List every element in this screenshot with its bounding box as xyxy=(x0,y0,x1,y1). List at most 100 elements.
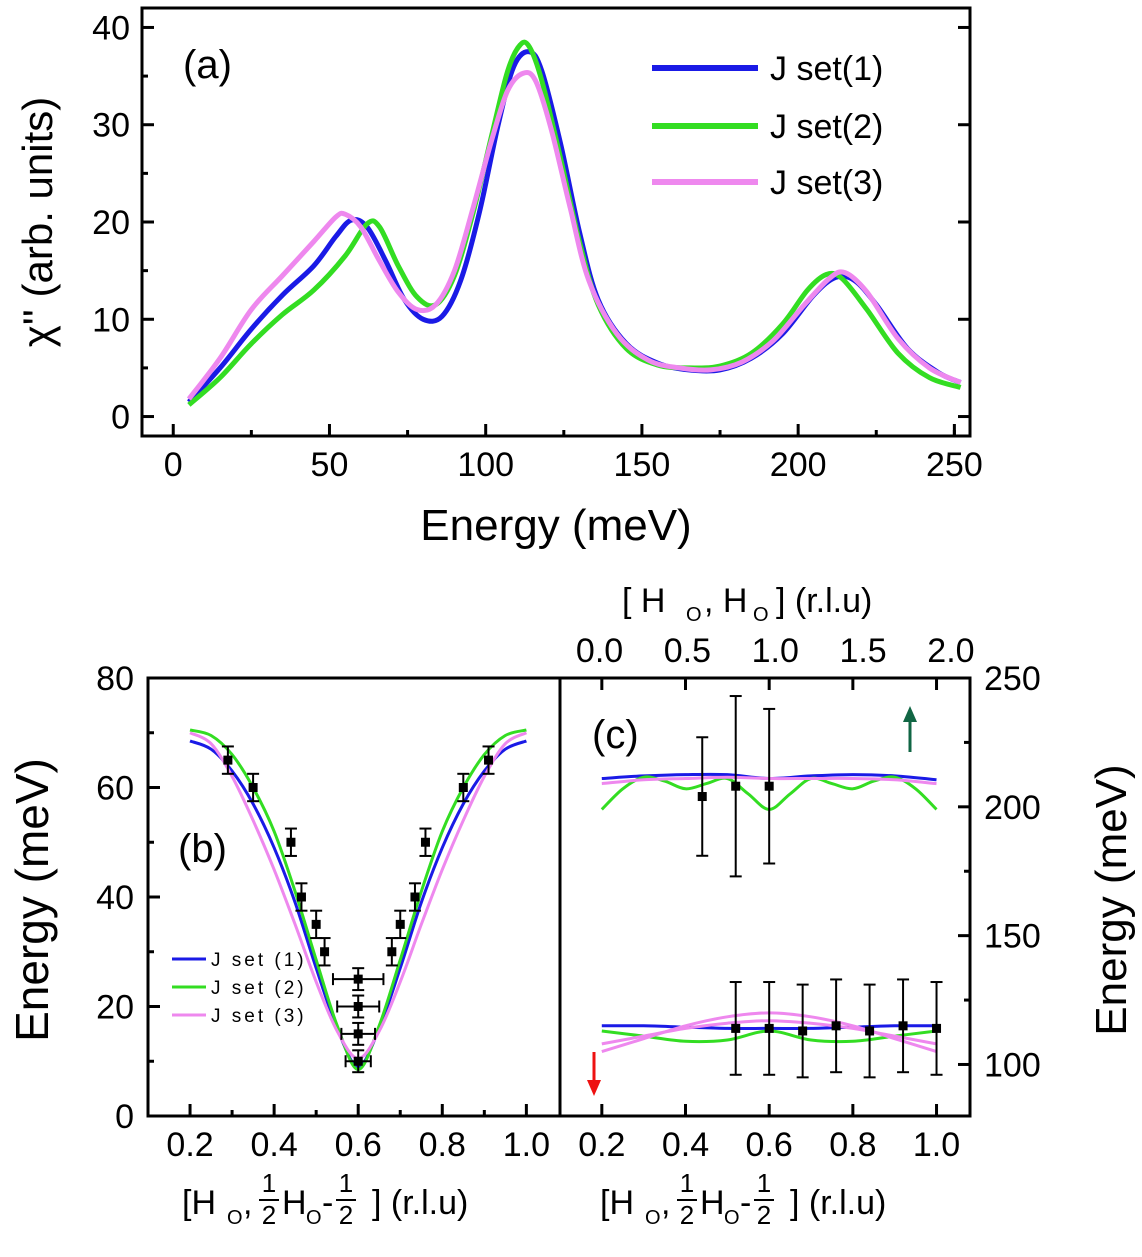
legend-b-label-3: J set (3) xyxy=(211,1006,307,1027)
panel-b-ylabel: Energy (meV) xyxy=(6,758,58,1042)
svg-text:1: 1 xyxy=(757,1168,771,1198)
svg-text:2: 2 xyxy=(339,1200,353,1230)
panel-b-xlabel: [H O , 1 2 H O - 1 2 ] (r.l.u) xyxy=(182,1168,468,1230)
panel-c-point-5 xyxy=(796,983,809,1079)
panel-c-xtick-label-1: 0.4 xyxy=(662,1126,709,1164)
panel-b-ytick-label-3: 60 xyxy=(96,770,134,808)
panel-c-point-2 xyxy=(763,707,776,865)
panel-b-point-10 xyxy=(385,937,398,967)
panel-b-ytick-label-1: 20 xyxy=(96,989,134,1027)
panel-c-xtick-label-0: 0.2 xyxy=(578,1126,625,1164)
svg-text:, H: , H xyxy=(704,582,747,620)
panel-b-xtick-label-3: 0.8 xyxy=(419,1126,466,1164)
svg-text:O: O xyxy=(645,1207,661,1229)
panel-a-ytick-label-3: 30 xyxy=(92,107,130,145)
up-arrow-icon xyxy=(903,706,917,752)
panel-c-top-xtick-label-0: 0.0 xyxy=(576,632,623,670)
panel-c-top-xlabel: [ H O , H O ] (r.l.u) xyxy=(622,582,872,626)
panel-b-point-13 xyxy=(419,827,432,857)
svg-text:] (r.l.u): ] (r.l.u) xyxy=(790,1184,886,1222)
panel-a-lines xyxy=(186,39,962,407)
down-arrow-icon xyxy=(587,1052,601,1096)
svg-text:-: - xyxy=(322,1184,333,1222)
panel-c: 0.2 0.4 0.6 0.8 1.0 0.0 0.5 1.0 1.5 2.0 100 150 200 2… xyxy=(558,582,1136,1230)
svg-text:1: 1 xyxy=(680,1168,694,1198)
svg-text:[ H: [ H xyxy=(622,582,665,620)
panel-b-xtick-label-0: 0.2 xyxy=(166,1126,213,1164)
panel-c-frame xyxy=(558,676,972,1118)
svg-text:-: - xyxy=(740,1184,751,1222)
legend-b-label-2: J set (2) xyxy=(211,978,307,999)
panel-b-label: (b) xyxy=(178,827,227,871)
panel-a-xtick-label-1: 50 xyxy=(311,446,349,484)
panel-c-point-8 xyxy=(897,978,910,1074)
panel-c-xtick-label-3: 0.8 xyxy=(829,1126,876,1164)
svg-text:[H: [H xyxy=(600,1184,634,1222)
svg-text:1: 1 xyxy=(262,1168,276,1198)
legend-b-label-1: J set (1) xyxy=(211,950,307,971)
panel-a-xtick-label-2: 100 xyxy=(457,446,514,484)
panel-c-top-xtick-label-2: 1.0 xyxy=(752,632,799,670)
panel-b-xtick-label-4: 1.0 xyxy=(503,1126,550,1164)
panel-b-point-15 xyxy=(482,745,495,775)
svg-text:O: O xyxy=(227,1207,243,1229)
panel-b-point-6 xyxy=(331,967,385,992)
panel-c-ylabel: Energy (meV) xyxy=(1087,764,1136,1035)
panel-a-ylabel: χ'' (arb. units) xyxy=(14,97,61,347)
panel-b-ytick-label-2: 40 xyxy=(96,879,134,917)
panel-c-xtick-label-4: 1.0 xyxy=(913,1126,960,1164)
svg-text:1: 1 xyxy=(339,1168,353,1198)
panel-a-ytick-label-1: 10 xyxy=(92,301,130,339)
panel-c-ytick-label-0: 100 xyxy=(984,1046,1041,1084)
panel-a-ytick-label-4: 40 xyxy=(92,9,130,47)
panel-c-point-6 xyxy=(830,978,843,1074)
panel-c-top-xtick-label-4: 2.0 xyxy=(927,632,974,670)
panel-c-point-0 xyxy=(696,736,709,857)
panel-c-point-4 xyxy=(763,981,776,1076)
panel-b-ytick-label-0: 0 xyxy=(115,1098,134,1136)
panel-b-point-11 xyxy=(394,909,407,940)
panel-a-series-2 xyxy=(187,39,962,407)
panel-a-xtick-label-0: 0 xyxy=(164,446,183,484)
panel-c-ytick-label-3: 250 xyxy=(984,660,1041,698)
svg-text:2: 2 xyxy=(757,1200,771,1230)
panel-b-point-14 xyxy=(457,772,470,803)
panel-b-point-5 xyxy=(318,937,331,967)
panel-b-xtick-label-2: 0.6 xyxy=(335,1126,382,1164)
panel-b-point-0 xyxy=(221,745,234,775)
panel-c-point-9 xyxy=(930,981,943,1076)
panel-a-ytick-label-2: 20 xyxy=(92,204,130,242)
svg-text:2: 2 xyxy=(680,1200,694,1230)
panel-b-points xyxy=(221,745,495,1074)
svg-text:O: O xyxy=(753,604,769,626)
panel-c-point-1 xyxy=(729,695,742,878)
panel-b-ticks: 0.2 0.4 0.6 0.8 1.0 0 20 40 60 80 xyxy=(96,660,550,1164)
panel-b-point-4 xyxy=(310,909,323,940)
panel-a-xtick-label-4: 200 xyxy=(770,446,827,484)
panel-b-xtick-label-1: 0.4 xyxy=(250,1126,297,1164)
panel-c-label: (c) xyxy=(592,713,639,757)
svg-text:O: O xyxy=(306,1207,322,1229)
panel-c-point-3 xyxy=(729,981,742,1076)
svg-text:] (r.l.u): ] (r.l.u) xyxy=(372,1184,468,1222)
legend-a-label-1: J set(1) xyxy=(770,50,883,88)
legend-a-label-3: J set(3) xyxy=(770,164,883,202)
panel-a-xtick-label-5: 250 xyxy=(926,446,983,484)
panel-c-ticks: 0.2 0.4 0.6 0.8 1.0 0.0 0.5 1.0 1.5 2.0 100 150 200 2… xyxy=(576,632,1041,1164)
panel-a-xtick-label-3: 150 xyxy=(614,446,671,484)
svg-text:,: , xyxy=(243,1184,252,1222)
panel-c-point-7 xyxy=(863,983,876,1079)
panel-b-point-9 xyxy=(344,1049,372,1074)
panel-c-top-xtick-label-1: 0.5 xyxy=(664,632,711,670)
panel-a-series-3 xyxy=(186,69,962,401)
svg-text:O: O xyxy=(724,1207,740,1229)
panel-b-point-1 xyxy=(247,772,260,803)
svg-text:H: H xyxy=(700,1184,725,1222)
panel-b-point-8 xyxy=(340,1021,377,1046)
panel-b-ytick-label-4: 80 xyxy=(96,660,134,698)
panel-a-ytick-label-0: 0 xyxy=(111,399,130,437)
svg-text:] (r.l.u): ] (r.l.u) xyxy=(776,582,872,620)
panel-b-point-2 xyxy=(284,827,297,857)
